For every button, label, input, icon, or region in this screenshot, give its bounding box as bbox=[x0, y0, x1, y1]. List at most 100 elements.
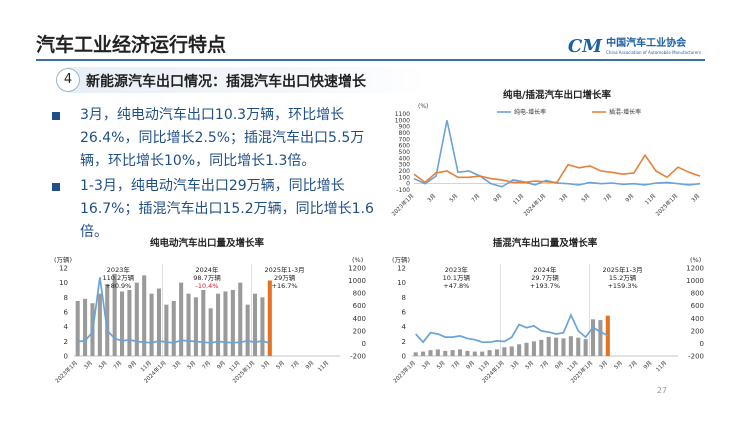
export-volume-bar bbox=[171, 301, 176, 356]
export-volume-bar bbox=[450, 350, 455, 356]
y-tick-label: -100 bbox=[396, 187, 410, 194]
logo-cn: 中国汽车工业协会 bbox=[606, 37, 687, 49]
right-unit-label: (%) bbox=[352, 256, 363, 264]
x-tick-label: 5月 bbox=[186, 359, 197, 370]
x-tick-label: 7月 bbox=[112, 359, 123, 370]
bev-export-chart: 纯电动汽车出口量及增长率 (万辆) (%) 0 2 4 6 8 10 12 -200 0 200 400 6… bbox=[53, 237, 366, 385]
y-tick-label: 400 bbox=[399, 155, 411, 162]
annotation-period: 2024年 bbox=[195, 265, 219, 274]
x-tick-label: 3月 bbox=[598, 359, 609, 370]
logo-text: 中国汽车工业协会 China Association of Automobile… bbox=[606, 37, 701, 55]
y-tick-label: 700 bbox=[399, 136, 411, 143]
x-tick-label: 11月 bbox=[139, 359, 153, 373]
export-volume-bar bbox=[472, 351, 477, 356]
x-tick-label: 2024年1月 bbox=[522, 192, 548, 218]
y-tick-label: 1000 bbox=[395, 117, 410, 124]
right-tick-label: 0 bbox=[362, 340, 366, 348]
x-tick-label: 7月 bbox=[450, 359, 461, 370]
x-tick-label: 7月 bbox=[602, 192, 613, 203]
left-tick-label: 6 bbox=[64, 309, 69, 317]
export-volume-bar bbox=[252, 293, 258, 356]
annotation-growth: +193.7% bbox=[530, 282, 560, 290]
export-volume-bar bbox=[156, 288, 162, 356]
export-volume-bar bbox=[208, 308, 213, 356]
export-volume-bar bbox=[457, 349, 463, 356]
right-tick-label: -200 bbox=[350, 353, 366, 361]
left-tick-label: 10 bbox=[397, 279, 406, 287]
page-number: 27 bbox=[656, 386, 667, 395]
export-volume-bar bbox=[201, 290, 206, 356]
phev-export-chart: 插混汽车出口量及增长率 (万辆) (%) 0 2 4 6 8 10 12 -200 0 200 400 60… bbox=[391, 237, 704, 385]
export-volume-bar bbox=[238, 282, 243, 356]
export-volume-bar bbox=[413, 352, 418, 356]
left-tick-label: 8 bbox=[402, 294, 406, 302]
left-tick-label: 0 bbox=[402, 353, 406, 361]
export-volume-bar bbox=[186, 293, 191, 356]
section-bar bbox=[58, 67, 428, 93]
left-tick-label: 12 bbox=[397, 265, 406, 273]
export-volume-bar bbox=[267, 280, 272, 356]
x-tick-label: 11月 bbox=[512, 192, 526, 206]
growth-rate-line bbox=[77, 277, 271, 345]
annotation-period: 2025年1-3月 bbox=[264, 265, 304, 274]
right-tick-label: 400 bbox=[691, 315, 704, 323]
x-tick-label: 7月 bbox=[470, 192, 481, 203]
left-tick-label: 2 bbox=[402, 338, 406, 346]
x-tick-label: 2023年1月 bbox=[391, 359, 417, 385]
x-tick-label: 5月 bbox=[275, 359, 286, 370]
export-volume-bar bbox=[568, 336, 573, 356]
annotation-total: 29.7万辆 bbox=[531, 273, 559, 282]
annotation-growth: +16.7% bbox=[272, 282, 298, 290]
left-tick-label: 2 bbox=[64, 338, 68, 346]
y-tick-label: 500 bbox=[399, 149, 411, 156]
left-unit-label: (万辆) bbox=[54, 255, 72, 264]
x-tick-label: 11月 bbox=[317, 359, 331, 373]
x-tick-label: 11月 bbox=[477, 359, 491, 373]
x-tick-label: 3月 bbox=[260, 359, 271, 370]
left-unit-label: (万辆) bbox=[392, 255, 410, 264]
export-volume-bar bbox=[539, 339, 544, 356]
y-tick-label: 300 bbox=[399, 162, 411, 169]
x-tick-label: 5月 bbox=[448, 192, 459, 203]
x-tick-label: 11月 bbox=[644, 192, 658, 206]
export-volume-bar bbox=[223, 291, 228, 356]
export-volume-bar bbox=[480, 351, 485, 356]
right-tick-label: 600 bbox=[353, 302, 366, 310]
header-rule bbox=[36, 59, 705, 61]
x-tick-label: 3月 bbox=[171, 359, 182, 370]
export-volume-bar bbox=[487, 350, 492, 356]
x-tick-label: 9月 bbox=[127, 359, 138, 370]
x-tick-label: 3月 bbox=[558, 192, 569, 203]
x-tick-label: 11月 bbox=[566, 359, 580, 373]
legend-label: 纯电-增长率 bbox=[514, 108, 546, 116]
caam-logo: CM 中国汽车工业协会 China Association of Automob… bbox=[568, 36, 701, 57]
export-volume-bar bbox=[230, 290, 235, 356]
chart-title: 纯电动汽车出口量及增长率 bbox=[150, 237, 265, 249]
bullet-list: 3月，纯电动汽车出口10.3万辆，环比增长26.4%，同比增长2.5%；插混汽车… bbox=[50, 104, 380, 246]
export-volume-bar bbox=[509, 346, 514, 356]
bullet-q1: 1-3月，纯电动汽车出口29万辆，同比增长16.7%；插混汽车出口15.2万辆，… bbox=[50, 175, 380, 244]
x-tick-label: 7月 bbox=[289, 359, 300, 370]
export-volume-bar bbox=[561, 338, 566, 356]
y-unit-label: (%) bbox=[418, 103, 428, 110]
section-number: 4 bbox=[56, 68, 80, 92]
right-tick-label: 1000 bbox=[348, 277, 366, 285]
export-volume-bar bbox=[179, 282, 184, 356]
x-tick-label: 11月 bbox=[228, 359, 242, 373]
y-tick-label: 100 bbox=[399, 174, 411, 181]
export-volume-bar bbox=[494, 349, 500, 356]
x-tick-label: 5月 bbox=[435, 359, 446, 370]
y-tick-label: 900 bbox=[399, 124, 411, 131]
y-tick-label: 600 bbox=[399, 143, 411, 150]
left-tick-label: 8 bbox=[64, 294, 68, 302]
right-tick-label: 400 bbox=[353, 315, 366, 323]
y-tick-label: 800 bbox=[399, 130, 411, 137]
section-title: 新能源汽车出口情况：插混汽车出口快速增长 bbox=[86, 74, 366, 90]
bullet-march: 3月，纯电动汽车出口10.3万辆，环比增长26.4%，同比增长2.5%；插混汽车… bbox=[50, 104, 380, 173]
export-volume-bar bbox=[83, 298, 88, 356]
slide-title: 汽车工业经济运行特点 bbox=[36, 34, 227, 56]
export-volume-bar bbox=[164, 304, 169, 356]
left-tick-label: 0 bbox=[64, 353, 68, 361]
annotation-growth: -10.4% bbox=[196, 282, 219, 290]
x-tick-label: 9月 bbox=[642, 359, 653, 370]
